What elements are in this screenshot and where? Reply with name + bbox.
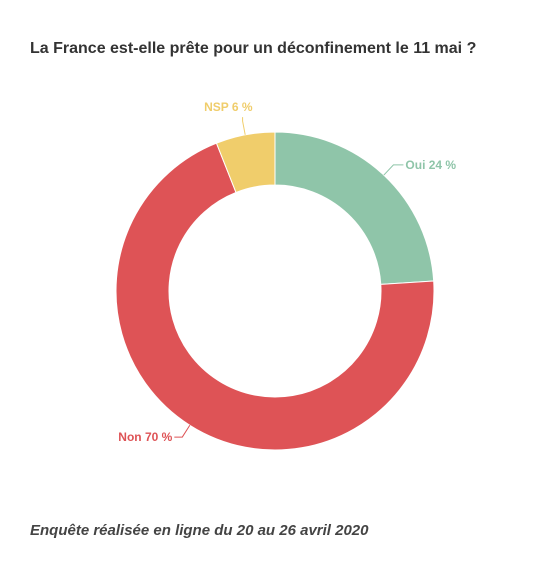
slice-label-nsp: NSP 6 % bbox=[204, 100, 253, 114]
slice-nsp bbox=[215, 131, 276, 194]
connector-non bbox=[174, 424, 191, 438]
connector-nsp bbox=[242, 117, 246, 135]
slice-oui bbox=[274, 131, 435, 285]
slice-label-oui: Oui 24 % bbox=[405, 158, 456, 172]
slice-label-non: Non 70 % bbox=[118, 430, 172, 444]
slice-non bbox=[115, 142, 435, 451]
connector-oui bbox=[383, 164, 404, 176]
chart-title: La France est-elle prête pour un déconfi… bbox=[30, 40, 477, 57]
chart-footer: Enquête réalisée en ligne du 20 au 26 av… bbox=[30, 522, 369, 539]
